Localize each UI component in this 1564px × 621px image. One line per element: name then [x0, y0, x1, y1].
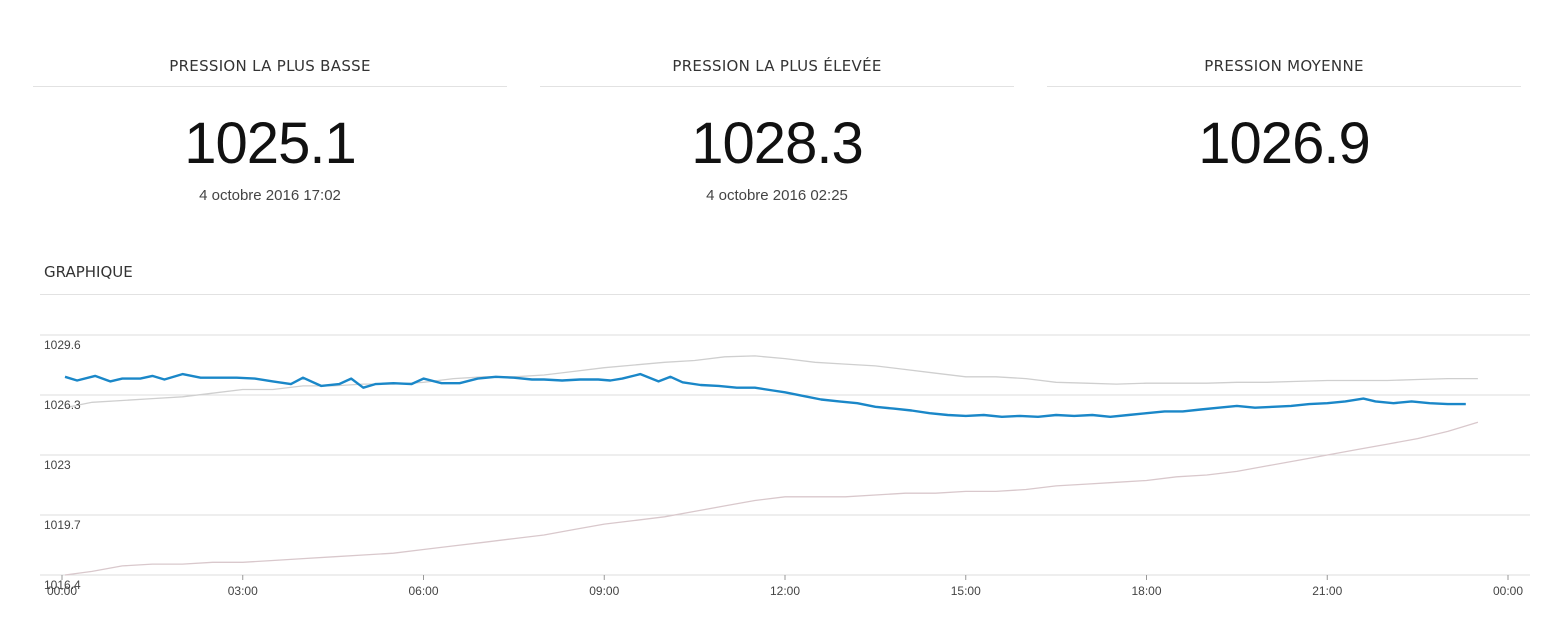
x-tick-label: 18:00 — [1131, 584, 1161, 598]
x-tick-label: 15:00 — [951, 584, 981, 598]
x-tick-label: 03:00 — [228, 584, 258, 598]
grid-layer — [40, 334, 1530, 576]
series-line-high — [64, 355, 1478, 409]
stat-average-value: 1026.9 — [1198, 111, 1370, 176]
x-tick-label: 09:00 — [589, 584, 619, 598]
stat-lowest-title: PRESSION LA PLUS BASSE — [33, 40, 507, 87]
stat-highest-value: 1028.3 — [691, 111, 863, 176]
x-tick-label: 00:00 — [1493, 584, 1523, 598]
stat-lowest: PRESSION LA PLUS BASSE 1025.1 4 octobre … — [33, 40, 507, 205]
x-tick-label: 06:00 — [408, 584, 438, 598]
x-tick-label: 00:00 — [47, 584, 77, 598]
section-divider — [40, 294, 1530, 295]
y-tick-label: 1026.3 — [44, 398, 81, 412]
stat-highest: PRESSION LA PLUS ÉLEVÉE 1028.3 4 octobre… — [540, 40, 1014, 205]
section-title: GRAPHIQUE — [44, 263, 133, 281]
series-layer — [64, 355, 1479, 576]
y-tick-label: 1029.6 — [44, 338, 81, 352]
stat-highest-title: PRESSION LA PLUS ÉLEVÉE — [540, 40, 1014, 87]
y-tick-label: 1019.7 — [44, 518, 81, 532]
y-tick-label: 1016.4 — [44, 578, 81, 592]
series-line-low — [64, 421, 1479, 576]
stat-highest-date: 4 octobre 2016 02:25 — [706, 187, 848, 204]
stat-average-title: PRESSION MOYENNE — [1047, 40, 1521, 87]
stat-lowest-value: 1025.1 — [184, 111, 356, 176]
y-tick-label: 1023 — [44, 458, 71, 472]
stat-average: PRESSION MOYENNE 1026.9 — [1047, 40, 1521, 187]
x-tick-label: 21:00 — [1312, 584, 1342, 598]
x-tick-label: 12:00 — [770, 584, 800, 598]
series-line-average — [64, 372, 1466, 419]
stat-lowest-date: 4 octobre 2016 17:02 — [199, 187, 341, 204]
